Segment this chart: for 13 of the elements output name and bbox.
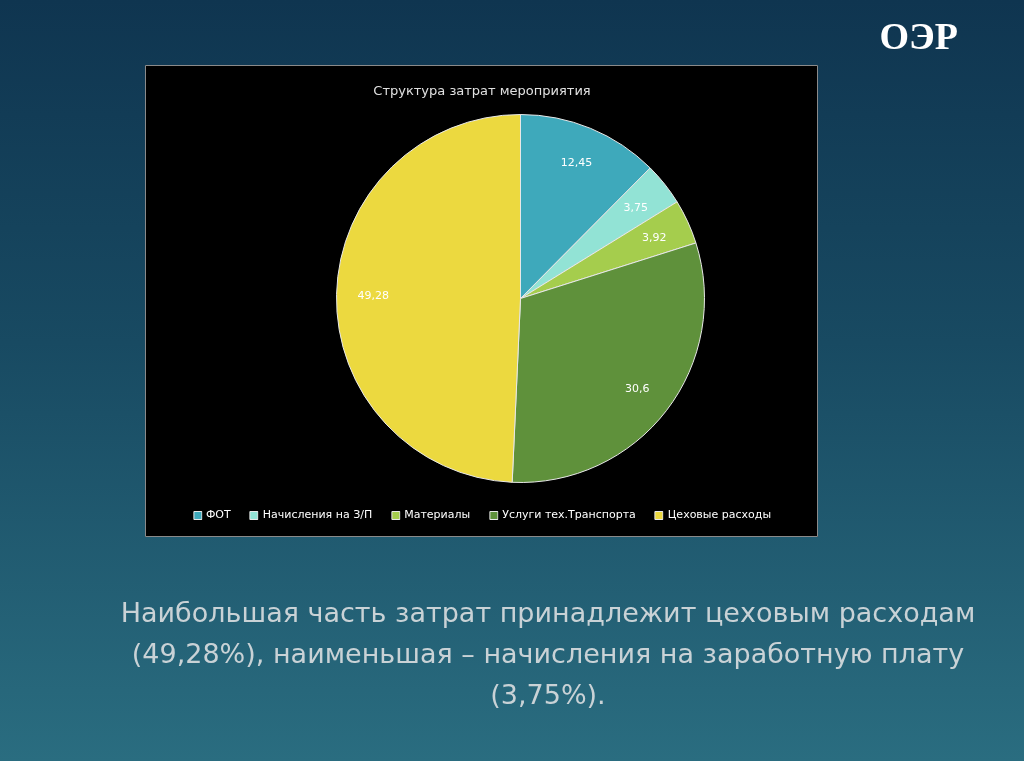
data-label: 3,75	[623, 201, 649, 215]
chart-title: Структура затрат мероприятия	[373, 83, 591, 98]
legend-label: Услуги тех.Транспорта	[502, 508, 636, 521]
text: Наибольшая часть затрат принадлежит цеховым расходам (49,28%), наименьшая – начисления на заработную плату (3,75%).	[120, 596, 976, 712]
legend-label: Материалы	[404, 508, 471, 521]
legend-label: Начисления на З/П	[262, 508, 373, 521]
legend-label: ФОТ	[205, 508, 231, 521]
data-label: 12,45	[560, 156, 593, 170]
data-label: 49,28	[357, 289, 390, 303]
legend-label: Цеховые расходы	[667, 508, 772, 521]
data-label: 3,92	[642, 231, 667, 245]
text: ОЭР	[879, 14, 958, 58]
data-label: 30,6	[625, 382, 650, 396]
